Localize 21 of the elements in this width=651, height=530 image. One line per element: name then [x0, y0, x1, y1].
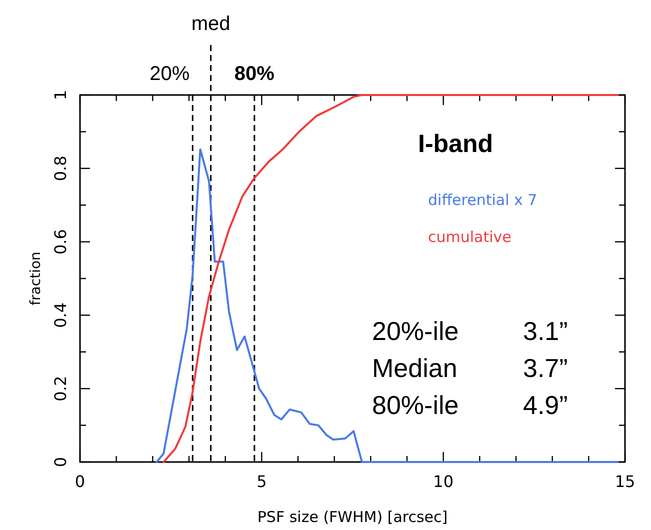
y-tick-label: 0.6 — [51, 229, 70, 255]
text: cumulative — [428, 228, 512, 246]
y-tick-label: 0 — [51, 456, 70, 468]
text: differential x 7 — [428, 191, 538, 209]
x-tick-label: 5 — [256, 472, 267, 491]
text: 20% — [150, 63, 190, 85]
x-tick-label: 10 — [433, 472, 454, 491]
x-tick-label: 15 — [614, 472, 636, 491]
text: Median 3.7” — [372, 353, 568, 383]
text: med — [191, 13, 230, 35]
text: 80%-ile 4.9” — [372, 390, 568, 420]
x-tick-label: 0 — [74, 472, 86, 491]
y-tick-label: 1 — [51, 90, 70, 100]
y-tick-label: 0.2 — [51, 376, 70, 402]
text: 20%-ile 3.1” — [372, 316, 568, 346]
annotation: I-band — [418, 130, 493, 158]
x-axis-title: PSF size (FWHM) [arcsec] — [257, 508, 448, 526]
y-axis-title: fraction — [28, 252, 44, 306]
text: 80% — [234, 63, 275, 85]
y-tick-label: 0.8 — [51, 156, 70, 182]
y-tick-label: 0.4 — [51, 302, 70, 328]
